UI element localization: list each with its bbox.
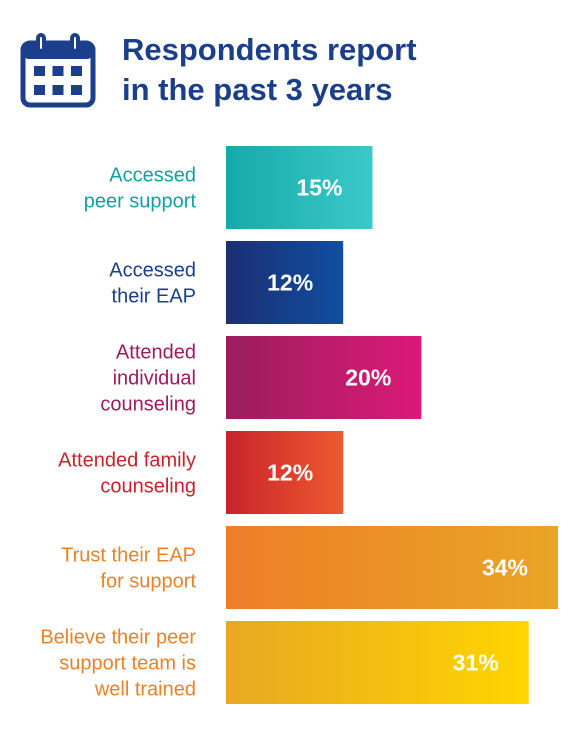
category-label-line: Accessed xyxy=(109,165,196,187)
category-label-line: counseling xyxy=(100,394,196,416)
chart-title-line-2: in the past 3 years xyxy=(122,72,393,107)
chart-header: Respondents report in the past 3 years xyxy=(0,0,575,130)
category-label-line: Attended family xyxy=(58,450,196,472)
calendar-icon xyxy=(20,33,96,108)
bar-6 xyxy=(226,621,529,704)
category-label-line: for support xyxy=(100,571,196,593)
bar-2 xyxy=(226,241,344,324)
category-label-6: Believe their peer support team is well tr… xyxy=(40,627,196,701)
bar-5 xyxy=(226,526,558,609)
category-label-2: Accessed their EAP xyxy=(109,260,196,308)
value-label-4: 12% xyxy=(267,460,313,486)
bar-1 xyxy=(226,146,373,229)
category-label-4: Attended family counseling xyxy=(58,450,196,498)
category-label-5: Trust their EAP for support xyxy=(61,545,196,593)
value-label-2: 12% xyxy=(267,270,313,296)
category-label-line: Trust their EAP xyxy=(61,545,196,567)
value-label-6: 31% xyxy=(453,650,499,676)
category-label-line: well trained xyxy=(94,679,196,701)
value-label-5: 34% xyxy=(482,555,528,581)
chart-title: Respondents report in the past 3 years xyxy=(122,30,562,110)
category-label-3: Attended individual counseling xyxy=(100,342,196,416)
category-label-line: peer support xyxy=(84,191,197,213)
category-label-line: Accessed xyxy=(109,260,196,282)
category-label-line: Believe their peer xyxy=(40,627,196,649)
category-label-line: Attended xyxy=(116,342,196,364)
bar-4 xyxy=(226,431,344,514)
bar-chart: Accessed peer support 15% Accessed their EAP… xyxy=(40,146,558,704)
value-label-3: 20% xyxy=(345,365,391,391)
chart-title-line-1: Respondents report xyxy=(122,32,417,67)
category-label-line: individual xyxy=(113,368,196,390)
category-label-1: Accessed peer support xyxy=(84,165,197,213)
category-label-line: support team is xyxy=(59,653,196,675)
category-label-line: counseling xyxy=(100,476,196,498)
bar-3 xyxy=(226,336,422,419)
value-label-1: 15% xyxy=(296,175,342,201)
category-label-line: their EAP xyxy=(112,286,196,308)
